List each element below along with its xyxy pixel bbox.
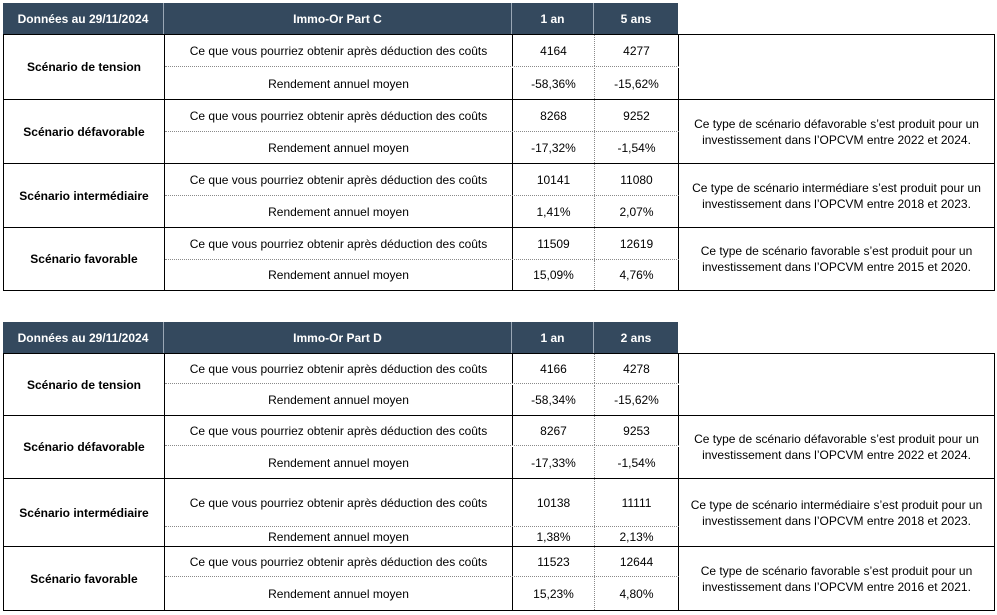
value-cell: 11111 [595,479,679,526]
header-date: Données au 29/11/2024 [3,322,164,353]
scenario-description: Ce type de scénario défavorable s’est pr… [694,116,979,147]
row-label: Rendement annuel moyen [165,527,513,546]
value-cell: 4277 [595,35,679,66]
table-row: Ce que vous pourriez obtenir après déduc… [165,416,679,446]
scenario-name: Scénario intermédiaire [4,164,165,227]
value-cell: 9253 [595,416,679,445]
table-row: Rendement annuel moyen -58,34% -15,62% [165,385,679,415]
value-cell: 15,23% [513,577,595,610]
row-label: Rendement annuel moyen [165,68,513,99]
header-date: Données au 29/11/2024 [3,3,164,34]
value-cell: 10141 [513,164,595,195]
scenario-name: Scénario défavorable [4,416,165,478]
table-row: Rendement annuel moyen 1,41% 2,07% [165,196,679,227]
value-cell: 12644 [595,547,679,576]
table-row: Ce que vous pourriez obtenir après déduc… [165,164,679,196]
table-row: Rendement annuel moyen -17,33% -1,54% [165,447,679,478]
value-cell: -1,54% [595,132,679,163]
scenario-group: Scénario défavorable Ce que vous pourrie… [4,415,994,478]
value-cell: 4,80% [595,577,679,610]
value-cell: 11509 [513,228,595,259]
scenario-description: Ce type de scénario intermédiare s’est p… [692,180,981,211]
scenario-group: Scénario favorable Ce que vous pourriez … [4,227,994,290]
value-cell: 4,76% [595,260,679,290]
scenario-name: Scénario favorable [4,228,165,290]
row-label: Rendement annuel moyen [165,577,513,610]
row-label: Ce que vous pourriez obtenir après déduc… [165,100,513,131]
value-cell: 15,09% [513,260,595,290]
value-cell: -15,62% [595,68,679,99]
row-label: Rendement annuel moyen [165,196,513,227]
header-product: Immo-Or Part D [164,322,512,353]
scenario-group: Scénario de tension Ce que vous pourriez… [4,35,994,99]
row-label: Rendement annuel moyen [165,385,513,415]
table-row: Ce que vous pourriez obtenir après déduc… [165,354,679,384]
value-cell: 1,41% [513,196,595,227]
scenario-group: Scénario de tension Ce que vous pourriez… [4,354,994,415]
value-cell: -1,54% [595,447,679,478]
scenario-group: Scénario favorable Ce que vous pourriez … [4,546,994,610]
header-product: Immo-Or Part C [164,3,512,34]
value-cell: 10138 [513,479,595,526]
row-label: Ce que vous pourriez obtenir après déduc… [165,164,513,195]
table-row: Rendement annuel moyen -58,36% -15,62% [165,68,679,99]
table-row: Rendement annuel moyen 1,38% 2,13% [165,527,679,546]
row-label: Ce que vous pourriez obtenir après déduc… [165,416,513,445]
scenario-group: Scénario intermédiaire Ce que vous pourr… [4,163,994,227]
table-row: Rendement annuel moyen -17,32% -1,54% [165,132,679,163]
value-cell: 1,38% [513,527,595,546]
value-cell: -58,34% [513,385,595,415]
scenario-name: Scénario de tension [4,35,165,99]
value-cell: 2,07% [595,196,679,227]
scenario-group: Scénario défavorable Ce que vous pourrie… [4,99,994,163]
scenario-name: Scénario intermédiaire [4,479,165,546]
scenario-description: Ce type de scénario favorable s’est prod… [700,244,973,274]
value-cell: 9252 [595,100,679,131]
value-cell: -17,32% [513,132,595,163]
row-label: Rendement annuel moyen [165,260,513,290]
value-cell: 4166 [513,354,595,383]
value-cell: 12619 [595,228,679,259]
scenario-group: Scénario intermédiaire Ce que vous pourr… [4,478,994,546]
header-period-2: 5 ans [594,3,678,34]
value-cell: 11523 [513,547,595,576]
row-label: Ce que vous pourriez obtenir après déduc… [165,479,513,526]
table-row: Rendement annuel moyen 15,09% 4,76% [165,260,679,290]
scenario-description [679,354,994,415]
row-label: Ce que vous pourriez obtenir après déduc… [165,35,513,66]
scenario-name: Scénario défavorable [4,100,165,163]
value-cell: -58,36% [513,68,595,99]
row-label: Rendement annuel moyen [165,132,513,163]
row-label: Rendement annuel moyen [165,447,513,478]
scenario-name: Scénario de tension [4,354,165,415]
scenario-description: Ce type de scénario défavorable s’est pr… [694,432,979,462]
table-row: Ce que vous pourriez obtenir après déduc… [165,547,679,577]
table-row: Ce que vous pourriez obtenir après déduc… [165,228,679,260]
scenario-description [679,35,994,99]
header-period-2: 2 ans [594,322,678,353]
table-body: Scénario de tension Ce que vous pourriez… [3,353,995,611]
table-body: Scénario de tension Ce que vous pourriez… [3,34,995,291]
scenario-name: Scénario favorable [4,547,165,610]
value-cell: 4278 [595,354,679,383]
value-cell: 4164 [513,35,595,66]
value-cell: 8267 [513,416,595,445]
value-cell: -15,62% [595,385,679,415]
value-cell: 11080 [595,164,679,195]
scenario-description: Ce type de scénario favorable s’est prod… [700,563,973,594]
table-row: Ce que vous pourriez obtenir après déduc… [165,35,679,67]
table-row: Ce que vous pourriez obtenir après déduc… [165,100,679,132]
header-period-1: 1 an [512,3,594,34]
header-period-1: 1 an [512,322,594,353]
table-row: Ce que vous pourriez obtenir après déduc… [165,479,679,527]
scenario-description: Ce type de scénario intermédiaire s’est … [690,497,983,528]
value-cell: -17,33% [513,447,595,478]
value-cell: 8268 [513,100,595,131]
value-cell: 2,13% [595,527,679,546]
row-label: Ce que vous pourriez obtenir après déduc… [165,547,513,576]
row-label: Ce que vous pourriez obtenir après déduc… [165,228,513,259]
row-label: Ce que vous pourriez obtenir après déduc… [165,354,513,383]
table-row: Rendement annuel moyen 15,23% 4,80% [165,577,679,610]
